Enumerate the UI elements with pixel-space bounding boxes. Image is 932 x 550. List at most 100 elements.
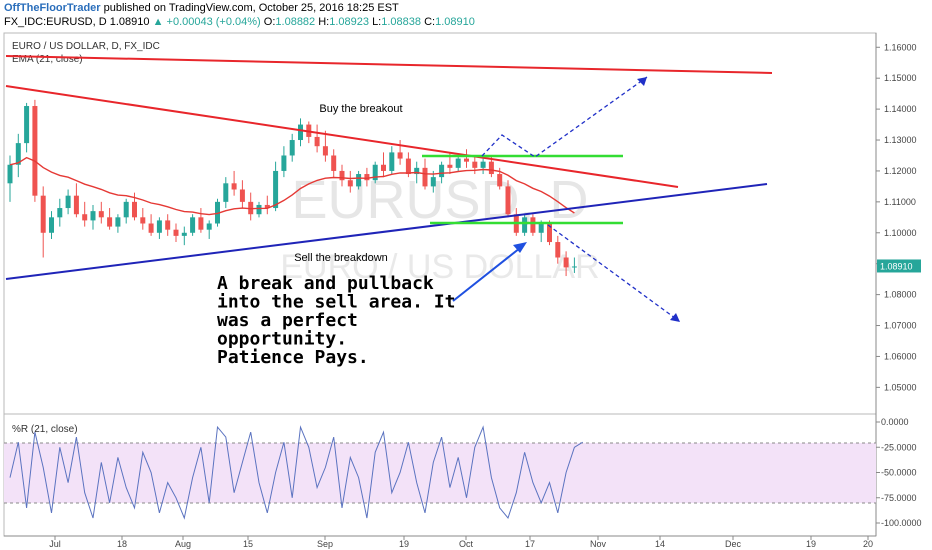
candle-body [65,195,71,209]
published-text: published on TradingView.com, October 25… [103,2,399,14]
candle-body [73,195,79,215]
wr-tick-label: 0.0000 [881,417,909,427]
buy-projection-path [481,76,648,158]
wr-band [4,443,876,503]
time-tick-label: Jul [49,539,61,549]
candle-body [140,217,146,224]
time-tick-label: Aug [175,539,191,549]
candle-body [115,217,121,227]
open-label: O: [263,16,276,28]
candle-body [547,223,552,243]
candle-body [464,158,469,162]
time-tick-label: 20 [863,539,873,549]
candle-body [198,217,204,230]
candle-body [422,167,428,187]
candle-body [107,217,113,227]
time-tick-label: Oct [459,539,474,549]
author-link[interactable]: OffTheFloorTrader [4,2,101,14]
candle-body [480,161,486,168]
open-value: 1.08882 [275,16,316,28]
candle-body [414,167,420,175]
candle-body [289,140,295,156]
candle-body [356,174,362,187]
price-tick-label: 1.12000 [884,166,917,176]
time-tick-label: 18 [117,539,127,549]
note-line: was a perfect [217,310,358,331]
price-tick-label: 1.16000 [884,42,917,52]
candle-body [339,170,345,181]
change-value: +0.00043 (+0.04%) [166,16,261,28]
candle-body [314,136,320,147]
candle-body [57,208,63,218]
candle-body [331,155,337,171]
candle-body [165,220,171,230]
candle-body [223,183,229,202]
note-pointer-arrowhead-icon [513,242,527,253]
candle-body [322,146,328,156]
time-tick-label: 19 [806,539,816,549]
candle-body [364,174,370,181]
ascending-support-line [5,183,768,280]
time-tick-label: Sep [317,539,333,549]
time-tick-label: Dec [725,539,742,549]
candle-body [239,189,245,202]
candle-body [505,186,511,215]
upper-resistance-line [5,55,773,74]
candle-body [472,161,478,168]
low-value: 1.08838 [381,16,422,28]
wr-tick-label: -25.0000 [881,442,917,452]
candle-body [181,232,187,236]
candle-body [7,164,13,184]
price-tick-label: 1.13000 [884,135,917,145]
candle-body [132,201,137,218]
wr-tick-label: -50.0000 [881,468,917,478]
candle-body [24,106,30,144]
candle-body [389,152,395,171]
wr-axis: 0.0000 -25.0000 -50.0000 -75.0000 -100.0000 [876,417,922,528]
time-tick-label: 19 [399,539,409,549]
publish-line: OffTheFloorTrader published on TradingVi… [4,2,399,14]
close-value: 1.08910 [435,16,475,28]
price-tick-label: 1.15000 [884,73,917,83]
candle-body [455,158,461,168]
candle-body [256,204,262,215]
candle-body [98,211,104,218]
candle-body [15,143,21,165]
close-label: C: [424,16,436,28]
note-line: into the sell area. It [217,292,455,313]
buy-projection-arrowhead-icon [637,77,647,86]
price-tick-label: 1.06000 [884,351,917,361]
candle-body [447,164,453,168]
last-price: 1.08910 [109,16,150,28]
candle-body [281,155,287,171]
candle-body [563,257,569,268]
price-tick-label: 1.14000 [884,104,917,114]
buy-annotation: Buy the breakout [319,103,402,115]
candle-body [439,164,445,178]
price-tick-label: 1.10000 [884,228,917,238]
candle-body [372,164,378,181]
candle-body [571,266,577,268]
time-tick-label: 14 [655,539,665,549]
time-tick-label: 15 [243,539,253,549]
candle-body [206,223,212,230]
candle-body [156,220,162,233]
candle-body [273,170,279,209]
wr-tick-label: -75.0000 [881,493,917,503]
ema-legend: EMA (21, close) [12,54,83,65]
note-line: A break and pullback [217,273,434,294]
ema-line [9,156,575,216]
note-line: Patience Pays. [217,347,369,368]
time-tick-label: Nov [590,539,607,549]
sell-projection-arrowhead-icon [670,313,680,322]
candle-body [49,217,54,233]
candle-body [82,214,88,221]
time-tick-label: 17 [525,539,535,549]
candle-body [298,124,303,141]
candle-body [123,201,129,218]
candle-body [397,152,403,159]
time-axis: Jul 18 Aug 15 Sep 19 Oct 17 Nov 14 Dec 19 20 [49,536,873,549]
symbol-line: FX_IDC:EURUSD, D 1.08910 ▲ +0.00043 (+0.… [4,16,475,28]
